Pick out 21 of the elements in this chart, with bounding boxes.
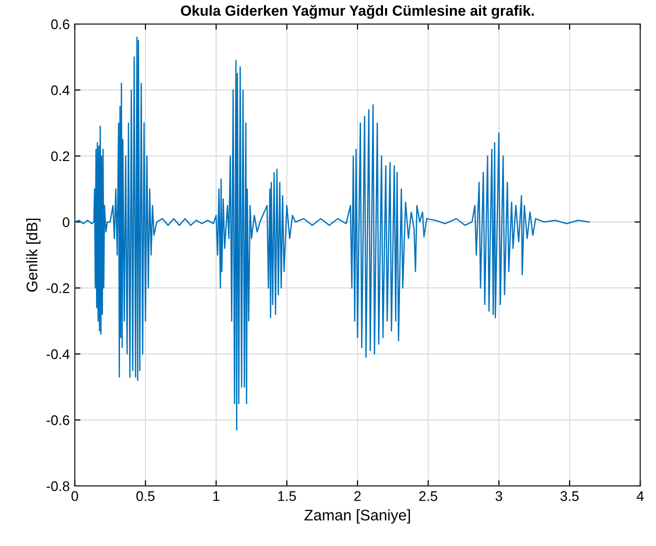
x-tick-label: 2 [354,491,361,501]
x-tick-label: 4 [636,491,644,501]
x-tick-label: 3 [496,491,502,502]
y-tick-label: -0.8 [46,481,70,492]
x-tick-label: 1.5 [278,491,296,502]
y-tick-label: 0.6 [51,19,70,30]
chart-title: Okula Giderken Yağmur Yağdı Cümlesine ait grafik. [180,4,534,19]
x-tick-label: 3.5 [560,491,579,502]
y-tick-label: -0.6 [46,415,70,426]
x-tick-label: 2.5 [419,491,438,502]
y-tick-label: -0.2 [46,283,70,294]
y-tick-label: 0 [62,217,70,228]
x-axis-title: Zaman [Saniye] [304,509,410,524]
x-tick-label: 1 [213,491,220,501]
y-tick-label: 0.2 [51,151,70,162]
y-tick-label: 0.4 [51,85,70,96]
y-tick-label: -0.4 [46,349,70,360]
x-tick-label: 0.5 [136,491,155,502]
y-axis-title: Genlik [dB] [26,218,40,292]
line-series [74,36,590,430]
x-tick-label: 0 [71,491,78,502]
